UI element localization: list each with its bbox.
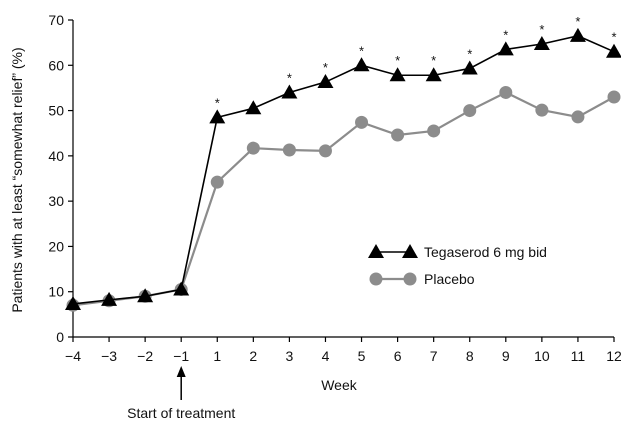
- x-tick-label: 9: [502, 348, 510, 364]
- annotation-arrow-head: [176, 366, 186, 377]
- data-point-triangle: [353, 57, 370, 72]
- legend: Tegaserod 6 mg bid Placebo: [368, 244, 547, 287]
- x-tick-label: 4: [322, 348, 330, 364]
- legend-marker-triangle: [402, 244, 418, 258]
- data-point-circle: [607, 90, 621, 104]
- data-point-triangle: [209, 109, 226, 124]
- y-tick-label: 0: [56, 329, 64, 345]
- y-tick-label: 40: [48, 148, 64, 164]
- significance-marker: *: [575, 14, 580, 29]
- annotation-text: Start of treatment: [127, 405, 235, 421]
- data-point-triangle: [317, 74, 334, 89]
- series-line: [72, 91, 615, 307]
- x-tick-label: 2: [249, 348, 257, 364]
- data-point-circle: [355, 115, 369, 129]
- x-tick-label: 10: [534, 348, 550, 364]
- series-tegaserod: * * * * * * * * * * *: [65, 14, 621, 310]
- x-tick-label: −1: [173, 348, 189, 364]
- y-tick-label: 50: [48, 103, 64, 119]
- start-of-treatment-annotation: Start of treatment: [127, 366, 235, 421]
- x-axis-label: Week: [321, 377, 358, 393]
- data-point-triangle: [101, 291, 118, 306]
- data-point-circle: [282, 143, 296, 157]
- legend-label: Tegaserod 6 mg bid: [424, 244, 547, 260]
- data-point-triangle: [497, 41, 514, 56]
- data-point-triangle: [533, 36, 550, 51]
- series-line: [72, 35, 615, 305]
- legend-marker-circle: [403, 272, 417, 286]
- x-tick-label: 5: [358, 348, 366, 364]
- series-placebo: [66, 85, 621, 312]
- x-tick-label: −4: [65, 348, 81, 364]
- y-tick-label: 30: [48, 193, 64, 209]
- legend-item: Placebo: [369, 271, 475, 287]
- data-point-circle: [499, 85, 513, 99]
- data-point-circle: [427, 124, 441, 138]
- x-axis-ticks: −4 −3 −2 −1 1 2 3 4 5 6 7 8 9 10 11 12: [65, 337, 621, 364]
- data-point-circle: [210, 175, 224, 189]
- significance-marker: *: [215, 95, 220, 110]
- significance-marker: *: [395, 53, 400, 68]
- y-axis-ticks: 0 10 20 30 40 50 60 70: [48, 12, 73, 345]
- significance-marker: *: [287, 70, 292, 85]
- data-point-triangle: [281, 84, 298, 99]
- legend-marker-triangle: [368, 244, 384, 258]
- data-point-triangle: [425, 67, 442, 82]
- x-tick-label: 11: [571, 348, 586, 364]
- data-point-circle: [246, 141, 260, 155]
- legend-label: Placebo: [424, 271, 475, 287]
- x-tick-label: 6: [394, 348, 402, 364]
- y-axis-label: Patients with at least “somewhat relief”…: [9, 47, 25, 312]
- plot-area: * * * * * * * * * * *: [65, 14, 621, 312]
- y-tick-label: 10: [48, 284, 64, 300]
- data-point-triangle: [606, 43, 621, 58]
- axes: [72, 20, 614, 338]
- x-tick-label: 8: [466, 348, 474, 364]
- x-tick-label: 1: [213, 348, 221, 364]
- legend-item: Tegaserod 6 mg bid: [368, 244, 547, 260]
- significance-marker: *: [503, 27, 508, 42]
- data-point-triangle: [461, 60, 478, 75]
- significance-marker: *: [611, 30, 616, 45]
- data-point-circle: [391, 128, 405, 142]
- legend-marker-circle: [369, 272, 383, 286]
- data-point-circle: [535, 103, 549, 117]
- data-point-triangle: [173, 281, 190, 296]
- significance-marker: *: [431, 53, 436, 68]
- data-point-triangle: [245, 100, 262, 115]
- y-tick-label: 20: [48, 238, 64, 254]
- significance-marker: *: [323, 60, 328, 75]
- x-tick-label: 3: [286, 348, 294, 364]
- data-point-circle: [571, 110, 585, 124]
- data-point-triangle: [569, 27, 586, 42]
- significance-marker: *: [539, 22, 544, 37]
- x-tick-label: 12: [606, 348, 621, 364]
- x-tick-label: −3: [101, 348, 117, 364]
- significance-marker: *: [467, 46, 472, 61]
- x-tick-label: −2: [137, 348, 153, 364]
- x-tick-label: 7: [430, 348, 438, 364]
- data-point-circle: [463, 104, 477, 118]
- data-point-triangle: [389, 67, 406, 82]
- data-point-triangle: [137, 288, 154, 303]
- data-point-circle: [318, 144, 332, 158]
- data-point-triangle: [65, 295, 81, 310]
- y-tick-label: 60: [48, 57, 64, 73]
- significance-marker: *: [359, 43, 364, 58]
- y-tick-label: 70: [48, 12, 64, 28]
